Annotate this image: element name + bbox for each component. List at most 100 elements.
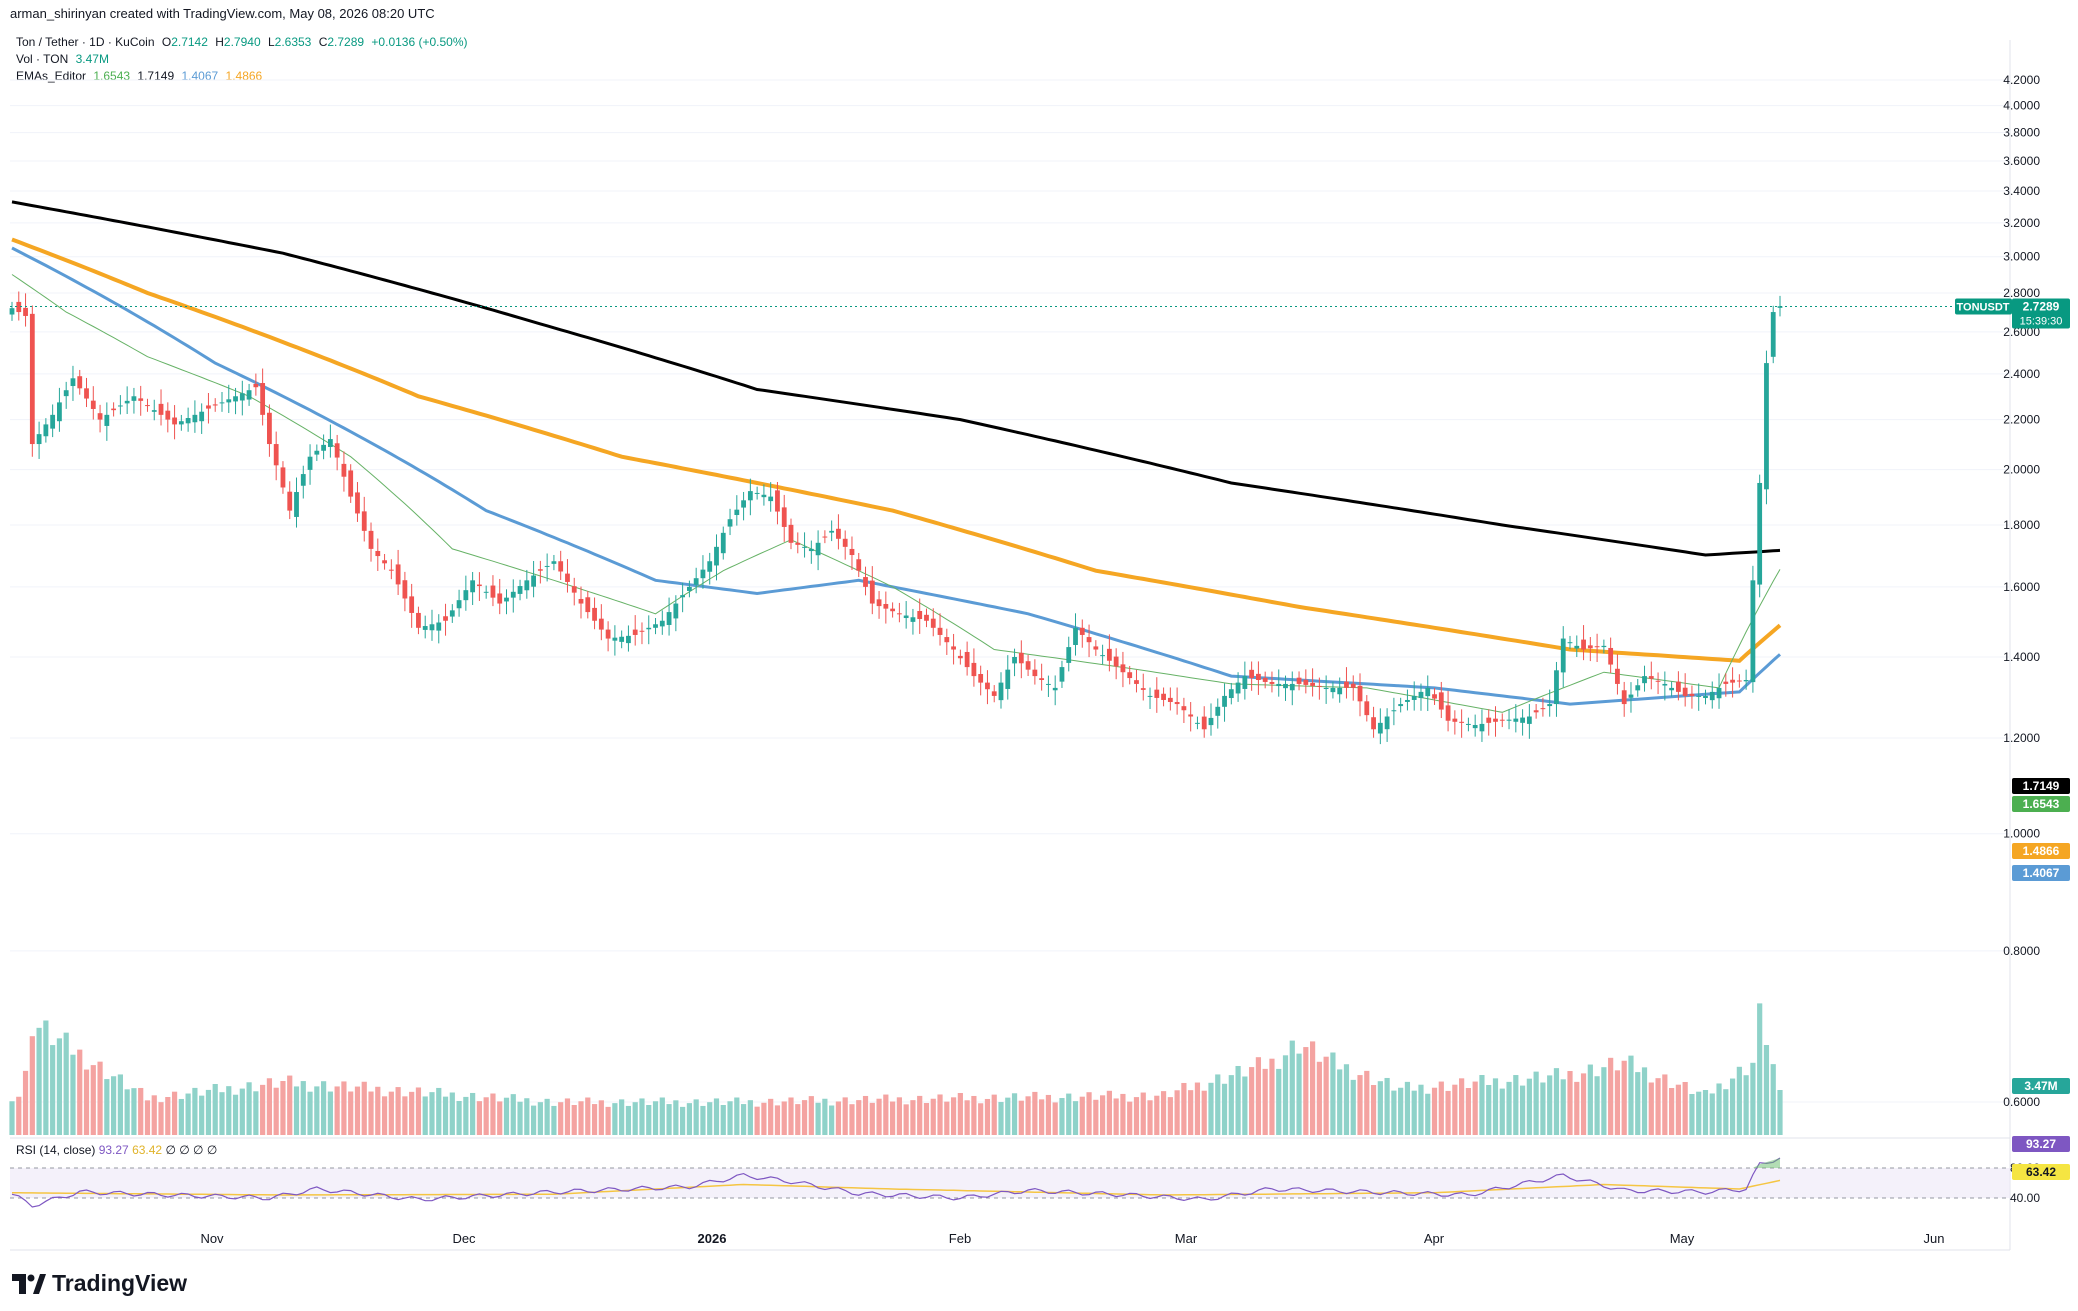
volume-bar [104, 1079, 110, 1135]
volume-bar [36, 1027, 42, 1135]
volume-bar [43, 1020, 49, 1135]
volume-bar [740, 1104, 747, 1135]
time-tick-label-3: Feb [949, 1231, 971, 1246]
candle-body [212, 404, 218, 406]
volume-bar [1174, 1090, 1180, 1135]
volume-bar [605, 1106, 611, 1135]
ohlc-open: 2.7142 [171, 35, 208, 49]
volume-bar [1438, 1081, 1444, 1135]
volume-bar [673, 1100, 679, 1135]
volume-bar [686, 1103, 692, 1135]
volume-bar [930, 1098, 936, 1135]
volume-bar [1696, 1091, 1702, 1135]
time-tick-label-7: Jun [1924, 1231, 1945, 1246]
candle-body [233, 396, 238, 402]
candle-body [1472, 724, 1478, 729]
volume-bar [1519, 1085, 1526, 1135]
volume-bar [63, 1032, 69, 1135]
volume-bar [1167, 1097, 1173, 1135]
price-tick-label-7: 2.0000 [2003, 463, 2040, 477]
candle-body [1283, 683, 1288, 689]
volume-bar [1282, 1055, 1289, 1135]
volume-bar [1580, 1073, 1587, 1135]
candle-body [822, 536, 828, 538]
chart-credit: arman_shirinyan created with TradingView… [10, 6, 435, 21]
volume-bar [1398, 1087, 1404, 1135]
volume-bar [1066, 1093, 1072, 1135]
candle-body [1574, 645, 1580, 649]
volume-bar [822, 1098, 828, 1135]
candle-body [1540, 708, 1546, 710]
candle-body [1371, 717, 1376, 730]
volume-bar [727, 1101, 733, 1135]
candle-body [239, 393, 245, 401]
volume-bar [1086, 1092, 1092, 1135]
volume-bar [151, 1095, 157, 1135]
volume-bar [1228, 1075, 1234, 1135]
volume-bar [354, 1086, 361, 1135]
candle-body [598, 618, 604, 630]
volume-label[interactable]: Vol · TON [16, 52, 69, 66]
candle-body [36, 434, 42, 445]
candle-body [1703, 695, 1708, 699]
rsi-label[interactable]: RSI (14, close) [16, 1143, 96, 1157]
candle-body [1350, 683, 1356, 688]
volume-bar [1526, 1078, 1532, 1135]
volume-bar [957, 1093, 963, 1135]
candle-body [1770, 312, 1776, 357]
candle-body [1195, 722, 1200, 724]
candle-body [165, 410, 171, 420]
candle-body [836, 528, 841, 539]
volume-bar [612, 1103, 618, 1135]
candle-body [1289, 683, 1295, 691]
candle-body [9, 308, 15, 315]
candle-body [883, 603, 889, 609]
volume-bar [212, 1084, 218, 1135]
candle-body [1025, 661, 1031, 670]
ohlc-low: 2.6353 [274, 35, 312, 49]
candle-body [1174, 702, 1180, 705]
candle-body [334, 443, 340, 458]
volume-bar [835, 1101, 842, 1135]
candle-body [84, 388, 89, 399]
candle-body [605, 629, 611, 639]
candle-body [1757, 482, 1763, 585]
symbol-name[interactable]: Ton / Tether · 1D · KuCoin [16, 35, 155, 49]
volume-bar [1079, 1096, 1085, 1135]
volume-bar [619, 1099, 625, 1135]
volume-bar [917, 1095, 923, 1135]
volume-bar [700, 1105, 706, 1135]
candle-body [449, 610, 455, 617]
volume-bar [341, 1081, 347, 1135]
volume-bar [1005, 1097, 1011, 1135]
volume-bar [1337, 1069, 1343, 1135]
candle-body [1554, 670, 1559, 705]
volume-tag-label: 3.47M [2024, 1079, 2057, 1093]
candle-body [720, 532, 726, 554]
candle-body [964, 651, 970, 668]
candle-body [477, 584, 482, 587]
volume-bar [476, 1101, 483, 1135]
candle-body [273, 444, 279, 466]
candle-body [341, 463, 347, 477]
volume-bar [1723, 1089, 1729, 1135]
candle-body [314, 450, 320, 455]
volume-bar [903, 1104, 909, 1135]
candle-body [1039, 678, 1045, 681]
volume-bar [585, 1097, 591, 1135]
volume-bar [409, 1091, 415, 1135]
volume-bar [558, 1102, 564, 1135]
candle-body [517, 586, 523, 594]
candle-body [246, 390, 252, 400]
volume-bar [1235, 1065, 1241, 1135]
rsi-ma-tag-label: 63.42 [2026, 1165, 2056, 1179]
candle-body [199, 411, 205, 422]
rsi-ma-value: 63.42 [132, 1143, 163, 1157]
candle-body [1615, 668, 1620, 684]
volume-bar [1757, 1003, 1763, 1135]
volume-bar [984, 1098, 991, 1135]
volume-bar [1547, 1075, 1553, 1135]
volume-bar [1431, 1087, 1438, 1135]
candle-body [1520, 717, 1525, 723]
